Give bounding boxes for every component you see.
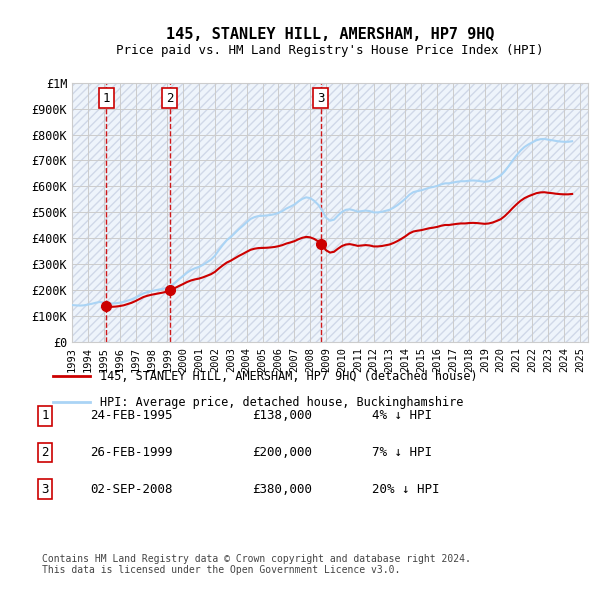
Text: £380,000: £380,000 [252, 483, 312, 496]
Text: 3: 3 [41, 483, 49, 496]
Text: Contains HM Land Registry data © Crown copyright and database right 2024.
This d: Contains HM Land Registry data © Crown c… [42, 553, 471, 575]
Text: £200,000: £200,000 [252, 446, 312, 459]
Text: 4% ↓ HPI: 4% ↓ HPI [372, 409, 432, 422]
Text: 3: 3 [317, 91, 325, 104]
Text: 145, STANLEY HILL, AMERSHAM, HP7 9HQ: 145, STANLEY HILL, AMERSHAM, HP7 9HQ [166, 27, 494, 41]
Text: 24-FEB-1995: 24-FEB-1995 [90, 409, 173, 422]
Text: 26-FEB-1999: 26-FEB-1999 [90, 446, 173, 459]
Text: 1: 1 [103, 91, 110, 104]
Text: HPI: Average price, detached house, Buckinghamshire: HPI: Average price, detached house, Buck… [100, 396, 463, 409]
Text: 7% ↓ HPI: 7% ↓ HPI [372, 446, 432, 459]
Text: 1: 1 [41, 409, 49, 422]
Text: 20% ↓ HPI: 20% ↓ HPI [372, 483, 439, 496]
Text: 2: 2 [41, 446, 49, 459]
Text: £138,000: £138,000 [252, 409, 312, 422]
Text: Price paid vs. HM Land Registry's House Price Index (HPI): Price paid vs. HM Land Registry's House … [116, 44, 544, 57]
Text: 145, STANLEY HILL, AMERSHAM, HP7 9HQ (detached house): 145, STANLEY HILL, AMERSHAM, HP7 9HQ (de… [100, 370, 478, 383]
Text: 02-SEP-2008: 02-SEP-2008 [90, 483, 173, 496]
Text: 2: 2 [166, 91, 173, 104]
